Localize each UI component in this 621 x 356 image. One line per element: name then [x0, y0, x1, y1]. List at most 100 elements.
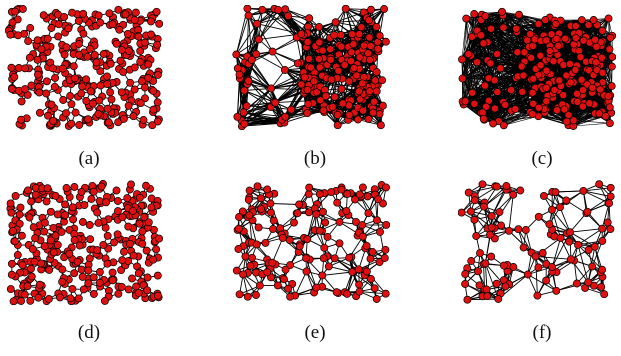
node: [103, 80, 112, 89]
node: [148, 121, 157, 130]
node: [147, 17, 155, 26]
node: [42, 89, 51, 98]
node: [14, 31, 23, 40]
node: [103, 72, 112, 81]
node: [69, 62, 78, 71]
node: [17, 97, 26, 106]
edge: [256, 23, 302, 35]
node: [326, 45, 335, 54]
node: [84, 115, 93, 124]
node: [140, 38, 149, 47]
node: [86, 44, 94, 53]
node: [348, 30, 357, 39]
nodes-a: [5, 5, 163, 130]
node: [268, 47, 277, 56]
node: [330, 31, 339, 40]
node: [103, 104, 112, 113]
node: [232, 50, 241, 59]
node: [353, 115, 362, 124]
node: [287, 105, 296, 114]
node: [8, 18, 17, 27]
node: [114, 5, 123, 14]
node: [372, 22, 381, 31]
edge: [251, 59, 272, 89]
node: [50, 82, 59, 91]
node: [82, 97, 91, 105]
node: [303, 85, 312, 94]
node: [70, 74, 79, 83]
node: [60, 50, 69, 59]
graph-a: [5, 5, 163, 130]
node: [303, 38, 312, 47]
node: [372, 87, 381, 96]
node: [305, 54, 313, 63]
node: [315, 55, 323, 63]
node: [240, 119, 249, 128]
node: [359, 106, 368, 115]
node: [106, 88, 115, 97]
node: [18, 5, 27, 13]
node: [304, 100, 313, 108]
node: [116, 56, 125, 65]
edge: [284, 109, 324, 124]
node: [345, 77, 354, 86]
node: [378, 76, 387, 85]
node: [369, 108, 378, 117]
node: [92, 58, 101, 67]
node: [321, 92, 330, 101]
edge: [285, 8, 310, 19]
node: [305, 14, 314, 23]
node: [244, 11, 253, 20]
node: [121, 10, 130, 19]
node: [331, 18, 340, 27]
node: [360, 41, 368, 50]
node: [315, 63, 324, 72]
node: [244, 77, 253, 85]
node: [364, 16, 373, 25]
node: [252, 50, 261, 58]
node: [58, 64, 67, 73]
node: [137, 77, 146, 86]
node: [306, 63, 315, 72]
node: [86, 87, 95, 96]
node: [60, 13, 69, 21]
graph-c: [458, 7, 616, 130]
node: [367, 5, 375, 14]
node: [345, 111, 354, 120]
node: [258, 5, 267, 14]
node: [112, 39, 121, 48]
node: [6, 30, 15, 39]
node: [153, 70, 162, 79]
edge: [243, 111, 286, 118]
node: [300, 73, 309, 82]
node: [130, 85, 139, 94]
edge: [345, 8, 362, 28]
node: [284, 12, 293, 20]
node: [358, 79, 367, 88]
node: [99, 50, 108, 58]
edge: [244, 90, 276, 104]
node: [33, 70, 42, 79]
node: [49, 116, 58, 125]
node: [334, 66, 343, 75]
node: [364, 115, 373, 123]
node: [131, 8, 140, 17]
node: [149, 86, 158, 95]
graph-panel-a: [5, 5, 163, 130]
edge: [248, 63, 272, 89]
node: [349, 40, 358, 49]
edge: [236, 39, 260, 55]
node: [115, 25, 124, 34]
edge: [244, 87, 272, 91]
node: [129, 112, 138, 121]
node: [315, 23, 324, 31]
node: [304, 22, 312, 31]
node: [280, 66, 289, 74]
node: [316, 96, 325, 105]
node: [48, 64, 57, 73]
node: [89, 99, 97, 108]
node: [67, 119, 76, 128]
node: [33, 55, 42, 64]
node: [68, 8, 77, 17]
node: [136, 99, 145, 108]
